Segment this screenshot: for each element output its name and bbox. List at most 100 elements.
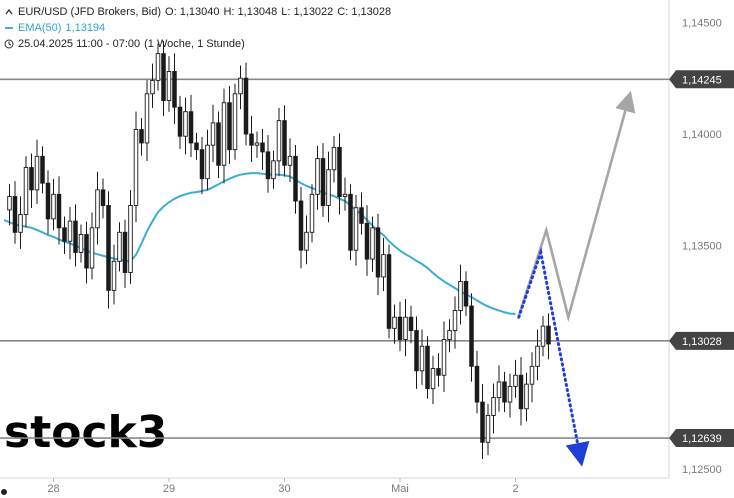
y-tick-label: 1,14000 <box>682 129 722 141</box>
x-tick-label: 28 <box>47 483 59 495</box>
candle <box>480 383 485 460</box>
candle <box>100 178 106 219</box>
candle <box>386 244 392 339</box>
candle-body <box>23 167 29 215</box>
candle <box>282 105 287 177</box>
candle-body <box>183 111 188 137</box>
candle-body <box>282 120 287 166</box>
clock-icon <box>4 39 14 49</box>
candle-body <box>194 142 199 151</box>
candle <box>172 53 177 124</box>
x-tick-label: Mai <box>391 483 409 495</box>
candle <box>447 319 452 353</box>
candle <box>364 205 370 276</box>
candle <box>210 104 216 162</box>
candle-body <box>370 227 375 260</box>
candle <box>122 219 128 288</box>
candle-body <box>507 385 513 403</box>
candle-body <box>210 122 216 146</box>
candle-body <box>315 158 320 195</box>
time-axis[interactable]: 28 29 30 Mai 2 <box>47 478 519 495</box>
price-tag: 1,12639 <box>669 429 734 448</box>
x-tick-label: 30 <box>278 483 290 495</box>
y-tick-label: 1,13500 <box>682 241 722 253</box>
candle-body <box>199 149 205 180</box>
candle-body <box>463 280 469 307</box>
candle-body <box>276 120 282 162</box>
legend-symbol-row: EUR/USD (JFD Brokers, Bid) O: 1,13040 H:… <box>4 4 391 20</box>
candle <box>370 216 375 272</box>
candle-body <box>67 220 73 242</box>
candle <box>139 118 144 156</box>
candle <box>359 192 364 235</box>
candle <box>419 329 425 385</box>
candle-body <box>221 102 227 166</box>
candle-body <box>122 231 128 273</box>
candle-body <box>414 330 419 372</box>
candle <box>243 62 249 146</box>
candle-body <box>485 415 491 443</box>
candle-body <box>216 122 221 166</box>
candle <box>436 353 441 387</box>
candle-body <box>249 133 254 146</box>
candle-body <box>304 231 309 251</box>
candle <box>23 156 29 228</box>
candle <box>177 95 183 149</box>
candle <box>441 321 447 393</box>
legend-interval: (1 Woche, 1 Stunde) <box>144 38 245 50</box>
price-tag-shape <box>669 70 734 89</box>
candle <box>529 352 535 403</box>
legend-time-row: 25.04.2025 11:00 - 07:00 (1 Woche, 1 Stu… <box>4 36 391 52</box>
chevron-up-icon[interactable] <box>4 7 14 17</box>
candle <box>485 404 491 455</box>
candle <box>276 107 282 177</box>
candle-body <box>381 254 386 278</box>
candle <box>309 184 315 243</box>
candle-body <box>540 325 546 347</box>
candle <box>502 371 507 413</box>
candle-body <box>326 169 331 206</box>
candle <box>89 212 95 280</box>
candle-body <box>265 151 271 180</box>
candle-body <box>227 102 232 151</box>
candle-body <box>441 339 447 376</box>
candle-body <box>45 182 51 220</box>
candle <box>45 170 51 235</box>
ema-path <box>3 172 516 316</box>
candle-body <box>232 93 238 151</box>
candle <box>166 56 172 112</box>
candle-body <box>546 325 551 345</box>
candle-body <box>205 144 210 180</box>
candle <box>56 176 62 245</box>
candle <box>271 150 276 189</box>
candle-body <box>84 234 89 269</box>
candle <box>95 171 100 245</box>
candle <box>408 305 414 344</box>
legend-close: C: 1,13028 <box>337 6 392 18</box>
candle <box>298 186 304 269</box>
candle-body <box>78 234 84 253</box>
candle <box>117 222 122 272</box>
candle <box>199 136 205 195</box>
candle <box>29 153 34 208</box>
candle-body <box>535 345 540 367</box>
candle <box>348 184 353 261</box>
legend-low: L: 1,13022 <box>281 6 334 18</box>
candle <box>403 299 408 357</box>
candle <box>397 301 403 351</box>
candle <box>155 43 161 91</box>
candle-body <box>73 220 78 253</box>
candle-body <box>474 365 480 403</box>
candle-body <box>166 71 172 101</box>
candle <box>331 136 337 183</box>
candle-body <box>62 227 67 242</box>
candle-body <box>348 193 353 251</box>
candle <box>249 115 254 162</box>
candle-body <box>100 189 106 206</box>
candle-body <box>40 155 45 184</box>
candle-body <box>12 196 18 233</box>
candle <box>304 215 309 265</box>
candle <box>51 178 56 231</box>
candle <box>254 131 260 158</box>
